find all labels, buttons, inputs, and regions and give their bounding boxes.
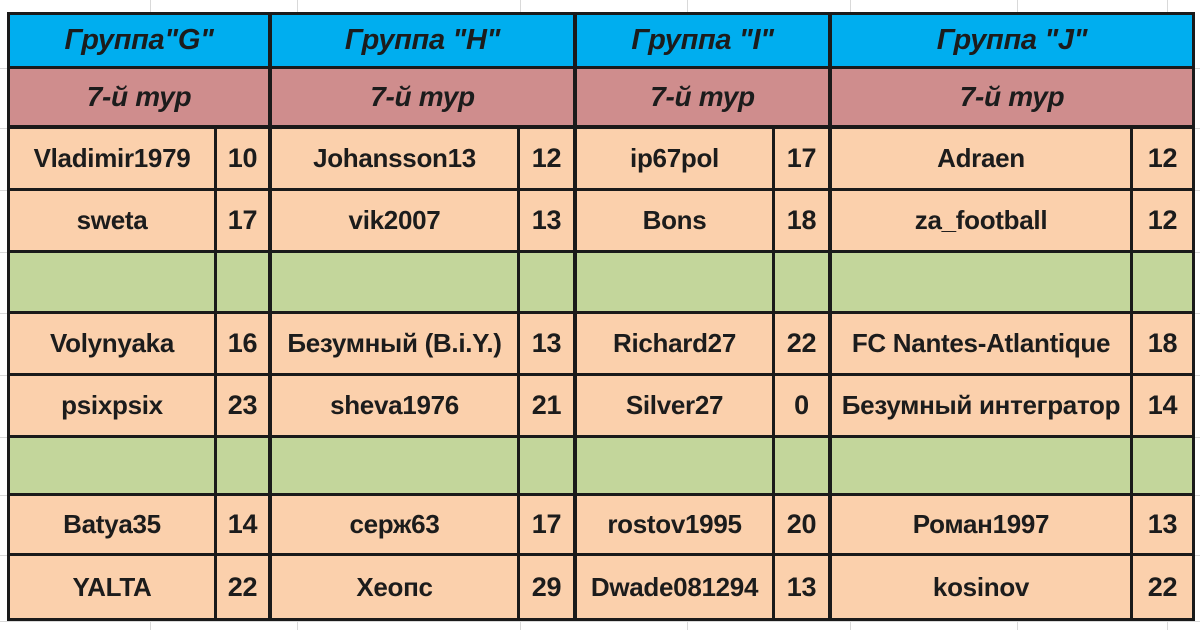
empty-cell[interactable]	[577, 438, 775, 496]
player-cell[interactable]: ip67pol	[577, 129, 775, 191]
player-cell[interactable]: Adraen	[832, 129, 1133, 191]
score-cell[interactable]: 14	[1133, 376, 1192, 438]
group-I-round[interactable]: 7-й тур	[577, 69, 832, 129]
score-cell[interactable]: 18	[1133, 314, 1192, 376]
score-cell[interactable]: 22	[775, 314, 832, 376]
player-cell[interactable]: Хеопс	[272, 556, 520, 618]
score-cell[interactable]: 12	[1133, 191, 1192, 253]
score-cell[interactable]: 12	[1133, 129, 1192, 191]
empty-cell[interactable]	[10, 253, 217, 314]
empty-cell[interactable]	[577, 253, 775, 314]
player-cell[interactable]: kosinov	[832, 556, 1133, 618]
group-I-header[interactable]: Группа "I"	[577, 15, 832, 69]
score-cell[interactable]: 22	[1133, 556, 1192, 618]
score-cell[interactable]: 17	[217, 191, 272, 253]
player-cell[interactable]: Richard27	[577, 314, 775, 376]
group-J-round[interactable]: 7-й тур	[832, 69, 1192, 129]
score-cell[interactable]: 17	[775, 129, 832, 191]
score-cell[interactable]: 13	[1133, 496, 1192, 556]
score-cell[interactable]: 13	[775, 556, 832, 618]
player-cell[interactable]: Bons	[577, 191, 775, 253]
player-cell[interactable]: psixpsix	[10, 376, 217, 438]
group-J-header[interactable]: Группа "J"	[832, 15, 1192, 69]
player-cell[interactable]: Batya35	[10, 496, 217, 556]
player-cell[interactable]: vik2007	[272, 191, 520, 253]
player-cell[interactable]: Silver27	[577, 376, 775, 438]
player-cell[interactable]: Volynyaka	[10, 314, 217, 376]
player-cell[interactable]: sheva1976	[272, 376, 520, 438]
group-H-round[interactable]: 7-й тур	[272, 69, 577, 129]
worksheet-gridline	[0, 621, 1200, 622]
group-G-round[interactable]: 7-й тур	[10, 69, 272, 129]
score-cell[interactable]: 16	[217, 314, 272, 376]
empty-cell[interactable]	[1133, 253, 1192, 314]
empty-cell[interactable]	[832, 438, 1133, 496]
empty-cell[interactable]	[10, 438, 217, 496]
score-cell[interactable]: 0	[775, 376, 832, 438]
empty-cell[interactable]	[775, 438, 832, 496]
empty-cell[interactable]	[775, 253, 832, 314]
empty-cell[interactable]	[217, 438, 272, 496]
player-cell[interactable]: серж63	[272, 496, 520, 556]
player-cell[interactable]: za_football	[832, 191, 1133, 253]
player-cell[interactable]: Dwade081294	[577, 556, 775, 618]
score-cell[interactable]: 14	[217, 496, 272, 556]
player-cell[interactable]: Безумный (B.i.Y.)	[272, 314, 520, 376]
tournament-groups-table: Группа"G" Группа "H" Группа "I" Группа "…	[7, 12, 1195, 621]
player-cell[interactable]: sweta	[10, 191, 217, 253]
score-cell[interactable]: 22	[217, 556, 272, 618]
score-cell[interactable]: 13	[520, 314, 577, 376]
score-cell[interactable]: 21	[520, 376, 577, 438]
score-cell[interactable]: 23	[217, 376, 272, 438]
empty-cell[interactable]	[217, 253, 272, 314]
score-cell[interactable]: 18	[775, 191, 832, 253]
group-G-header[interactable]: Группа"G"	[10, 15, 272, 69]
score-cell[interactable]: 12	[520, 129, 577, 191]
empty-cell[interactable]	[520, 253, 577, 314]
player-cell[interactable]: FC Nantes-Atlantique	[832, 314, 1133, 376]
score-cell[interactable]: 20	[775, 496, 832, 556]
empty-cell[interactable]	[272, 253, 520, 314]
player-cell[interactable]: Безумный интегратор	[832, 376, 1133, 438]
empty-cell[interactable]	[272, 438, 520, 496]
empty-cell[interactable]	[1133, 438, 1192, 496]
score-cell[interactable]: 17	[520, 496, 577, 556]
player-cell[interactable]: Johansson13	[272, 129, 520, 191]
score-cell[interactable]: 13	[520, 191, 577, 253]
score-cell[interactable]: 10	[217, 129, 272, 191]
player-cell[interactable]: rostov1995	[577, 496, 775, 556]
player-cell[interactable]: Роман1997	[832, 496, 1133, 556]
group-H-header[interactable]: Группа "H"	[272, 15, 577, 69]
empty-cell[interactable]	[520, 438, 577, 496]
score-cell[interactable]: 29	[520, 556, 577, 618]
player-cell[interactable]: YALTA	[10, 556, 217, 618]
player-cell[interactable]: Vladimir1979	[10, 129, 217, 191]
empty-cell[interactable]	[832, 253, 1133, 314]
